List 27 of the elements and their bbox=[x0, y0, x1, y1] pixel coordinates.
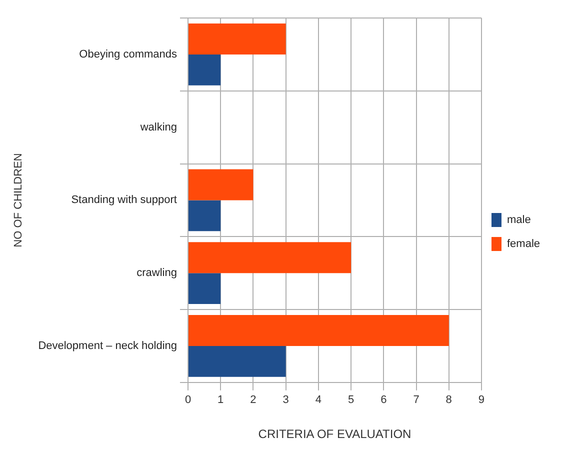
bar bbox=[188, 169, 254, 200]
bar bbox=[188, 273, 221, 304]
x-tick-label: 7 bbox=[413, 394, 420, 406]
x-tick-label: 5 bbox=[348, 394, 354, 406]
x-tick-label: 4 bbox=[315, 394, 322, 406]
x-tick-label: 9 bbox=[478, 394, 485, 406]
bar bbox=[188, 314, 449, 346]
y-tick-label: crawling bbox=[136, 267, 177, 280]
y-axis-title: NO OF CHILDREN bbox=[12, 153, 25, 248]
bar bbox=[188, 200, 221, 232]
y-tick-label: Standing with support bbox=[71, 194, 177, 206]
bar bbox=[188, 54, 221, 86]
x-tick-label: 8 bbox=[446, 394, 452, 406]
x-tick-label: 2 bbox=[250, 394, 256, 406]
y-tick-label: Obeying commands bbox=[79, 48, 178, 60]
legend-label: male bbox=[506, 214, 531, 226]
y-tick-label: walking bbox=[139, 121, 177, 134]
bar bbox=[188, 346, 286, 377]
x-axis-title: CRITERIA OF EVALUATION bbox=[258, 427, 412, 442]
y-tick-label: Development – neck holding bbox=[38, 340, 177, 352]
x-tick-label: 6 bbox=[380, 394, 387, 406]
legend-label: female bbox=[506, 238, 540, 250]
bar bbox=[188, 242, 352, 274]
x-tick-label: 0 bbox=[184, 394, 192, 406]
bar bbox=[188, 23, 286, 54]
x-tick-label: 1 bbox=[218, 394, 224, 406]
x-tick-label: 3 bbox=[282, 394, 289, 406]
